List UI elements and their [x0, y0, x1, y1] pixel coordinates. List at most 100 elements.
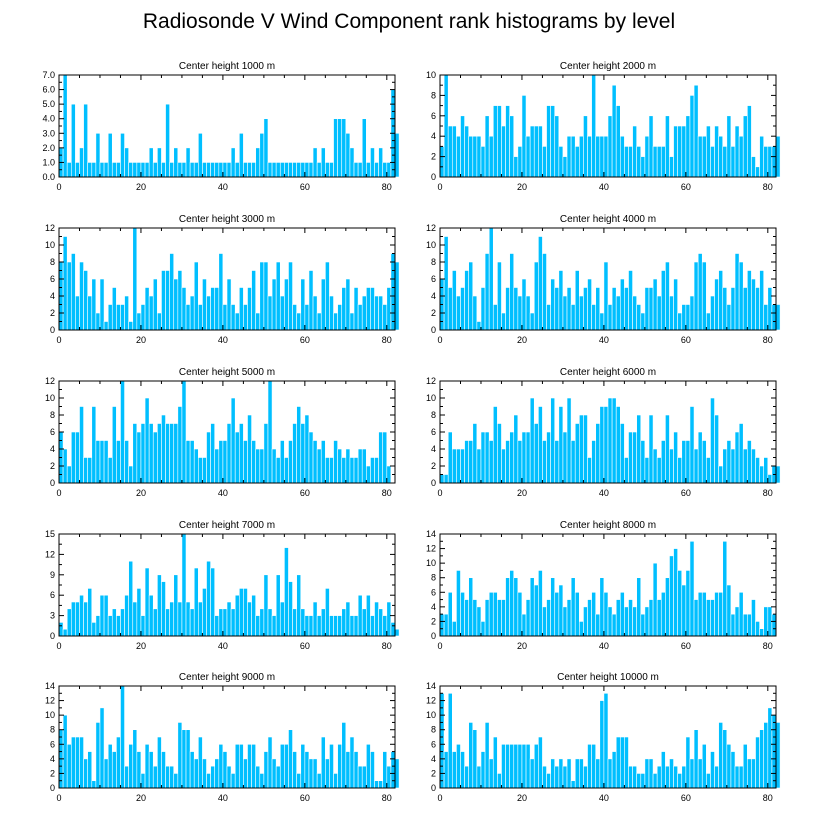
bar [714, 125, 719, 178]
bar [447, 591, 453, 637]
bar [538, 736, 543, 789]
bar [284, 457, 289, 484]
bar [501, 312, 506, 331]
bar [87, 588, 93, 637]
x-tick-label: 80 [382, 793, 392, 803]
bar [210, 423, 216, 484]
bar [640, 613, 646, 637]
bar [173, 574, 179, 637]
bar [775, 304, 781, 331]
bar [611, 84, 617, 178]
bar [144, 397, 150, 484]
bar [308, 758, 314, 789]
bar [255, 147, 261, 178]
bar [238, 287, 244, 331]
bar [480, 621, 486, 637]
bar [583, 115, 588, 178]
bar [607, 304, 613, 331]
x-tick-label: 20 [136, 641, 146, 651]
panel-8: Center height 8000 m 0 20 40 60 80 0 2 4 6 8 10 12 14 [426, 520, 777, 651]
bar [550, 577, 556, 637]
y-tick-label: 4 [50, 754, 55, 764]
bar [329, 295, 334, 331]
bar [538, 570, 543, 637]
bar [185, 147, 191, 178]
bar [103, 440, 109, 484]
bar [83, 270, 88, 331]
bar [755, 457, 760, 484]
bar [710, 295, 715, 331]
bar [513, 414, 519, 484]
bar [349, 736, 355, 789]
bar [378, 147, 384, 178]
bar [456, 743, 461, 789]
bar [337, 448, 343, 484]
bar [632, 606, 637, 637]
bar [255, 312, 261, 331]
bar [292, 423, 297, 484]
bar [669, 295, 674, 331]
bar [677, 312, 683, 331]
bar [107, 457, 113, 484]
bar [648, 758, 654, 789]
bar [230, 397, 236, 484]
bar [296, 773, 302, 789]
y-tick-label: 10 [45, 240, 55, 250]
bar [157, 736, 162, 789]
bar [640, 440, 646, 484]
bar [513, 156, 519, 178]
x-tick-label: 0 [437, 182, 442, 192]
y-tick-label: 10 [426, 710, 436, 720]
x-tick-label: 60 [300, 335, 310, 345]
bar [554, 591, 560, 637]
bar [169, 162, 175, 178]
bar [177, 162, 183, 178]
y-tick-label: 10 [426, 393, 436, 403]
y-tick-label: 0 [50, 783, 55, 793]
bar [136, 162, 142, 178]
y-tick-label: 6 [431, 274, 436, 284]
bar [480, 287, 486, 331]
bar [279, 295, 285, 331]
bar [75, 601, 80, 637]
bar [644, 606, 650, 637]
bar [316, 448, 322, 484]
bar [730, 613, 736, 637]
bar [583, 606, 588, 637]
bar [591, 74, 597, 178]
bar [550, 397, 556, 484]
x-tick-label: 40 [599, 488, 609, 498]
bar [243, 162, 248, 178]
bar [374, 162, 379, 178]
bar [263, 751, 269, 789]
bar [99, 440, 105, 484]
bar [718, 135, 724, 178]
bar [238, 132, 244, 178]
bar [566, 135, 572, 178]
bar [386, 287, 392, 331]
bar [169, 765, 175, 789]
x-tick-label: 20 [517, 488, 527, 498]
bar [468, 577, 474, 637]
bar [173, 278, 179, 331]
bar [144, 287, 150, 331]
bar [193, 567, 199, 637]
bar [304, 414, 310, 484]
bar [767, 146, 773, 178]
bar [513, 287, 519, 331]
panel-title: Center height 1000 m [179, 61, 275, 72]
bar [738, 591, 744, 637]
bar [665, 414, 670, 484]
bar [238, 588, 244, 637]
bar [505, 440, 510, 484]
bar [173, 773, 179, 789]
x-tick-label: 80 [763, 182, 773, 192]
bar [140, 162, 146, 178]
bar [640, 156, 646, 178]
bar [517, 295, 523, 331]
bar [714, 591, 719, 637]
bar [583, 765, 588, 789]
bar [165, 270, 170, 331]
bar [341, 457, 347, 484]
bar [583, 414, 588, 484]
